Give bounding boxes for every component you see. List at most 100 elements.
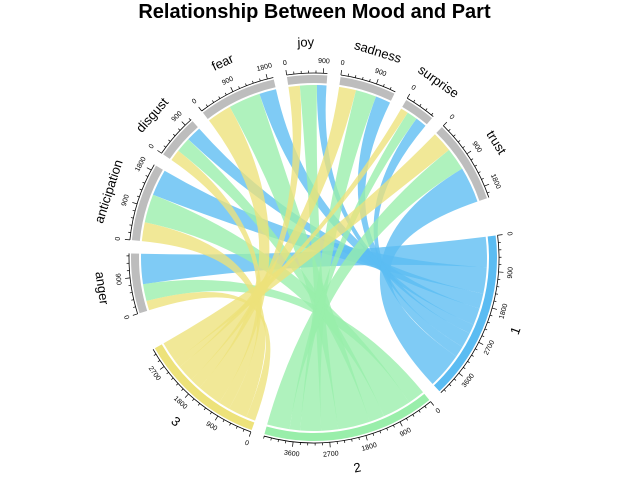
tick-major bbox=[430, 401, 435, 406]
tick-minor bbox=[181, 388, 184, 391]
tick-minor bbox=[424, 405, 427, 409]
tick-minor bbox=[487, 321, 491, 324]
tick-minor bbox=[383, 84, 385, 87]
tick-major bbox=[198, 106, 202, 112]
tick-minor bbox=[131, 299, 134, 301]
tick-minor bbox=[448, 384, 452, 387]
tick-label: 0 bbox=[122, 315, 130, 321]
sector-arc-joy bbox=[286, 74, 328, 85]
sector-axis-trust bbox=[443, 125, 490, 198]
tick-minor bbox=[153, 353, 157, 356]
ribbon-2-disgust bbox=[178, 139, 385, 422]
tick-major bbox=[184, 393, 189, 398]
tick-major bbox=[399, 421, 403, 427]
tick-minor bbox=[471, 354, 474, 357]
tick-label: 0 bbox=[191, 98, 198, 106]
sector-label-sadness: sadness bbox=[353, 37, 404, 66]
tick-minor bbox=[157, 360, 161, 363]
tick-minor bbox=[389, 86, 392, 90]
tick-minor bbox=[205, 104, 208, 107]
tick-minor bbox=[474, 164, 478, 167]
ribbon-1-fear bbox=[259, 89, 480, 325]
sector-label-1: 1 bbox=[507, 325, 524, 337]
sector-fear: 0 900 1800 fear bbox=[191, 50, 276, 119]
tick-label: 3600 bbox=[284, 450, 300, 459]
chord-ribbons bbox=[140, 85, 487, 432]
sector-arc-surprise bbox=[402, 99, 432, 125]
ribbon-2-anger bbox=[143, 279, 424, 403]
sector-axis-1 bbox=[440, 235, 500, 393]
tick-label: 0 bbox=[505, 231, 512, 236]
tick-minor bbox=[263, 436, 265, 439]
tick-label: 900 bbox=[374, 68, 387, 79]
sector-arc-1 bbox=[433, 235, 498, 392]
tick-major bbox=[132, 202, 138, 205]
tick-minor bbox=[351, 439, 353, 442]
ribbon-2-surprise bbox=[289, 112, 417, 431]
tick-minor bbox=[418, 410, 421, 413]
tick-label: 0 bbox=[148, 143, 156, 150]
sector-label-2: 2 bbox=[352, 459, 362, 475]
sector-label-disgust: disgust bbox=[133, 94, 172, 135]
tick-label: 900 bbox=[399, 427, 413, 439]
tick-label: 900 bbox=[318, 58, 330, 66]
tick-minor bbox=[130, 217, 134, 219]
tick-minor bbox=[197, 403, 200, 406]
tick-minor bbox=[419, 103, 422, 107]
tick-minor bbox=[453, 134, 456, 137]
tick-minor bbox=[406, 418, 408, 421]
tick-minor bbox=[493, 300, 497, 302]
tick-minor bbox=[478, 171, 481, 174]
tick-major bbox=[443, 121, 448, 126]
ribbon-1-sadness bbox=[357, 96, 470, 347]
tick-minor bbox=[172, 133, 176, 137]
tick-label: 1800 bbox=[489, 173, 502, 190]
tick-minor bbox=[192, 398, 195, 401]
tick-minor bbox=[443, 389, 447, 392]
sector-arc-anticipation bbox=[131, 165, 163, 241]
tick-major bbox=[181, 121, 186, 126]
tick-minor bbox=[463, 367, 466, 370]
sector-label-anticipation: anticipation bbox=[91, 158, 126, 225]
tick-label: 1800 bbox=[172, 395, 188, 411]
sector-arc-trust bbox=[436, 127, 487, 201]
tick-label: 0 bbox=[282, 60, 287, 68]
ribbon-3-anticipation bbox=[141, 222, 266, 418]
tick-minor bbox=[132, 209, 136, 212]
tick-minor bbox=[354, 75, 357, 78]
tick-minor bbox=[484, 328, 488, 331]
tick-minor bbox=[393, 424, 395, 428]
tick-major bbox=[265, 74, 268, 80]
sector-axis-anger bbox=[128, 253, 139, 314]
tick-major bbox=[376, 79, 379, 84]
tick-minor bbox=[462, 146, 465, 149]
tick-minor bbox=[448, 128, 451, 132]
ribbon-2-anticipation bbox=[144, 194, 410, 417]
ribbon-1-anticipation bbox=[152, 170, 487, 294]
tick-label: 2700 bbox=[483, 339, 496, 356]
tick-minor bbox=[166, 372, 169, 375]
tick-minor bbox=[188, 118, 191, 121]
tick-label: 1800 bbox=[256, 62, 273, 73]
tick-minor bbox=[168, 139, 171, 142]
tick-minor bbox=[386, 427, 388, 431]
tick-major bbox=[214, 415, 219, 421]
sector-arc-sadness bbox=[339, 76, 395, 101]
ribbon-3-trust bbox=[163, 134, 450, 361]
tick-minor bbox=[431, 112, 434, 116]
tick-minor bbox=[136, 195, 140, 198]
tick-major bbox=[491, 307, 497, 310]
tick-label: 2700 bbox=[323, 450, 339, 458]
ribbon-3-fear bbox=[199, 106, 270, 403]
tick-major bbox=[478, 341, 484, 345]
sector-axis-fear bbox=[201, 77, 274, 112]
tick-minor bbox=[176, 383, 179, 386]
tick-label: 1800 bbox=[134, 156, 148, 173]
tick-major bbox=[157, 150, 162, 154]
tick-label: 1800 bbox=[361, 442, 378, 453]
tick-minor bbox=[222, 419, 225, 423]
tick-minor bbox=[362, 76, 364, 80]
tick-minor bbox=[235, 426, 238, 429]
